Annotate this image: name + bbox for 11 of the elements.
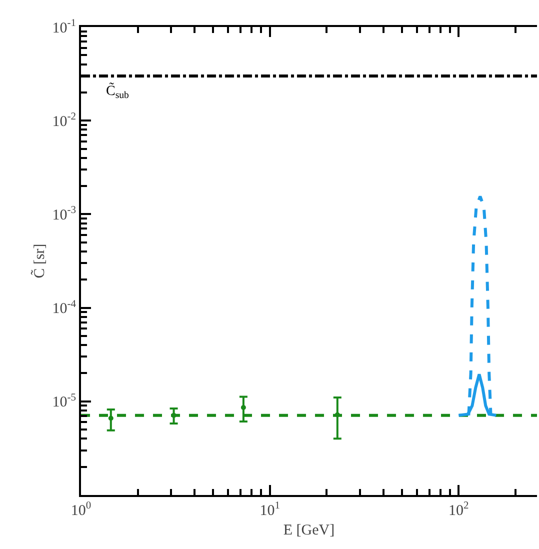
- ref-line-label: C̃$_{sub}$: [106, 82, 130, 101]
- y-tick-label: 10$^{-5}$: [52, 392, 76, 411]
- x-axis-title: E [GeV]: [283, 522, 335, 538]
- y-tick-label: 10$^{-1}$: [52, 18, 76, 36]
- y-tick-label: 10$^{-4}$: [52, 298, 77, 318]
- y-axis-title: C̃ [sr]: [30, 244, 48, 278]
- x-tick-label: 10$^{1}$: [260, 500, 280, 519]
- x-tick-label: 10$^{2}$: [448, 500, 469, 519]
- y-tick-label: 10$^{-3}$: [52, 205, 76, 224]
- x-tick-label: 10$^{0}$: [70, 500, 92, 519]
- y-tick-label: 10$^{-2}$: [52, 112, 76, 130]
